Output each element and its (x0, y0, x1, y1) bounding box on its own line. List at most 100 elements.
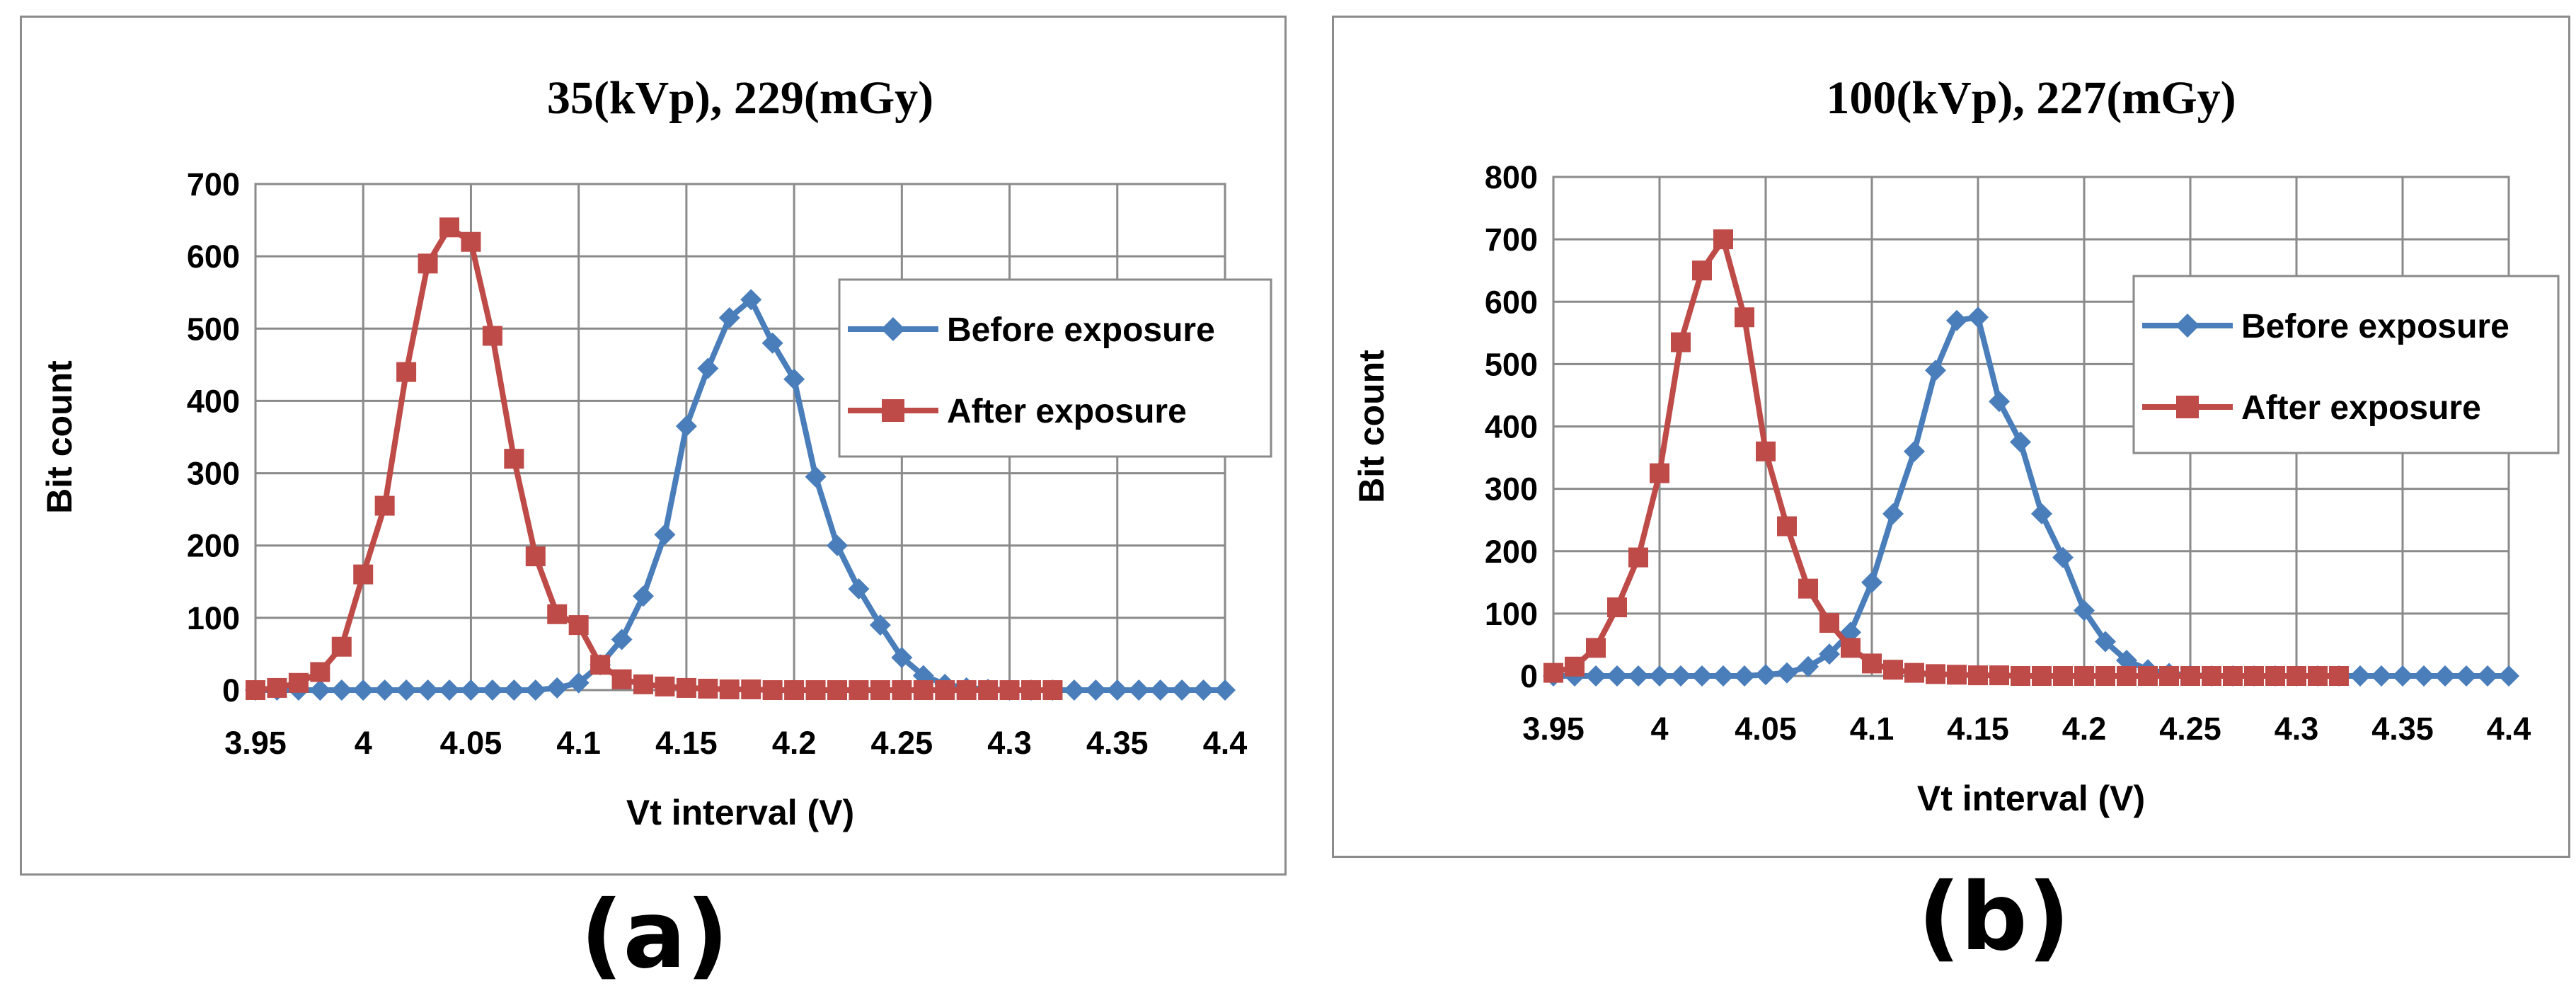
legend-marker-diamond (2175, 314, 2200, 338)
data-point-after-exposure (2287, 666, 2306, 686)
data-point-before-exposure (1128, 679, 1150, 701)
data-point-before-exposure (2371, 665, 2392, 687)
data-point-before-exposure (761, 332, 783, 354)
data-point-before-exposure (352, 679, 374, 701)
data-point-before-exposure (611, 629, 633, 650)
legend-box (2132, 275, 2560, 454)
data-point-after-exposure (827, 680, 847, 700)
data-point-before-exposure (1713, 665, 1734, 687)
data-point-before-exposure (1585, 665, 1606, 687)
data-point-after-exposure (353, 564, 374, 585)
data-point-before-exposure (1171, 679, 1193, 701)
x-tick-label: 4.05 (440, 725, 502, 761)
x-tick-label: 4 (355, 725, 372, 761)
data-point-after-exposure (2308, 666, 2328, 686)
x-tick-label: 4.35 (1086, 725, 1149, 761)
data-point-before-exposure (1214, 679, 1236, 701)
data-point-before-exposure (675, 415, 697, 437)
y-tick-label: 600 (187, 239, 240, 275)
panel-label-a: (a) (580, 881, 729, 990)
data-point-after-exposure (805, 680, 826, 700)
data-point-before-exposure (805, 466, 827, 488)
data-point-after-exposure (525, 546, 546, 567)
data-point-before-exposure (1967, 306, 1989, 328)
data-point-before-exposure (524, 679, 546, 701)
data-point-after-exposure (1671, 332, 1691, 352)
data-point-before-exposure (2116, 649, 2137, 671)
y-tick-label: 400 (1485, 409, 1538, 445)
y-tick-label: 400 (187, 383, 240, 419)
data-point-after-exposure (547, 604, 568, 624)
data-point-before-exposure (2477, 665, 2498, 687)
y-tick-label: 200 (187, 528, 240, 564)
data-point-after-exposure (849, 680, 869, 700)
data-point-after-exposure (374, 495, 395, 516)
data-point-after-exposure (2138, 666, 2158, 686)
x-tick-label: 4.3 (2275, 711, 2319, 747)
x-axis-label: Vt interval (V) (1917, 779, 2145, 818)
data-point-after-exposure (719, 679, 740, 699)
x-tick-label: 3.95 (224, 725, 287, 761)
data-point-after-exposure (1607, 597, 1627, 618)
data-point-after-exposure (741, 679, 761, 699)
data-point-before-exposure (546, 677, 568, 699)
x-tick-label: 4.25 (871, 725, 933, 761)
x-tick-label: 4.4 (1203, 725, 1248, 761)
x-tick-label: 4.15 (1947, 711, 2009, 747)
data-point-before-exposure (2095, 631, 2116, 653)
data-point-after-exposure (2011, 666, 2030, 686)
data-point-after-exposure (1862, 653, 1882, 674)
x-tick-label: 4.1 (556, 725, 601, 761)
data-point-after-exposure (1968, 665, 1988, 686)
y-tick-label: 200 (1485, 534, 1538, 570)
data-point-after-exposure (288, 672, 309, 693)
data-point-before-exposure (654, 524, 676, 546)
data-point-after-exposure (2095, 666, 2115, 686)
data-point-after-exposure (913, 680, 933, 700)
data-point-after-exposure (2244, 666, 2264, 686)
data-point-before-exposure (481, 679, 503, 701)
data-point-after-exposure (1692, 260, 1712, 281)
data-point-before-exposure (848, 578, 870, 600)
data-point-before-exposure (503, 679, 525, 701)
legend-label: Before exposure (947, 311, 1215, 349)
data-point-before-exposure (1649, 665, 1670, 687)
data-point-before-exposure (568, 672, 590, 694)
data-point-before-exposure (697, 357, 719, 379)
data-point-after-exposure (1565, 656, 1585, 677)
chart-title: 35(kVp), 229(mGy) (547, 72, 933, 124)
data-point-after-exposure (418, 253, 438, 274)
data-point-after-exposure (2159, 666, 2179, 686)
y-tick-label: 0 (222, 672, 240, 709)
data-point-before-exposure (2074, 600, 2095, 621)
legend-label: After exposure (947, 393, 1187, 430)
legend-marker-square (882, 399, 904, 422)
data-point-before-exposure (1776, 662, 1798, 684)
data-point-before-exposure (1946, 309, 1967, 331)
data-point-before-exposure (1904, 440, 1925, 462)
data-point-after-exposure (2053, 666, 2073, 686)
chart-b-svg: 100(kVp), 227(mGy) 0 100 200 300 400 500 600 700… (1352, 72, 2560, 818)
y-tick-label: 300 (187, 456, 240, 492)
data-point-after-exposure (633, 674, 653, 694)
data-point-after-exposure (1947, 665, 1967, 685)
data-point-before-exposure (869, 614, 891, 636)
data-point-after-exposure (2180, 666, 2200, 686)
x-tick-label: 4.2 (772, 725, 817, 761)
data-point-before-exposure (460, 679, 482, 701)
chart-title: 100(kVp), 227(mGy) (1826, 72, 2236, 124)
data-point-after-exposure (482, 326, 502, 346)
y-tick-label: 800 (1485, 159, 1538, 195)
data-point-before-exposure (2434, 665, 2456, 687)
y-tick-label: 500 (1485, 346, 1538, 382)
data-point-before-exposure (2010, 431, 2031, 453)
y-axis-label: Bit count (40, 360, 79, 514)
data-point-before-exposure (633, 585, 654, 607)
data-point-after-exposure (784, 680, 805, 700)
data-point-before-exposure (1755, 664, 1776, 686)
data-point-before-exposure (330, 679, 352, 701)
data-point-after-exposure (956, 680, 977, 700)
data-point-before-exposure (740, 289, 762, 311)
x-axis-label: Vt interval (V) (626, 793, 854, 832)
data-point-before-exposure (1628, 665, 1649, 687)
